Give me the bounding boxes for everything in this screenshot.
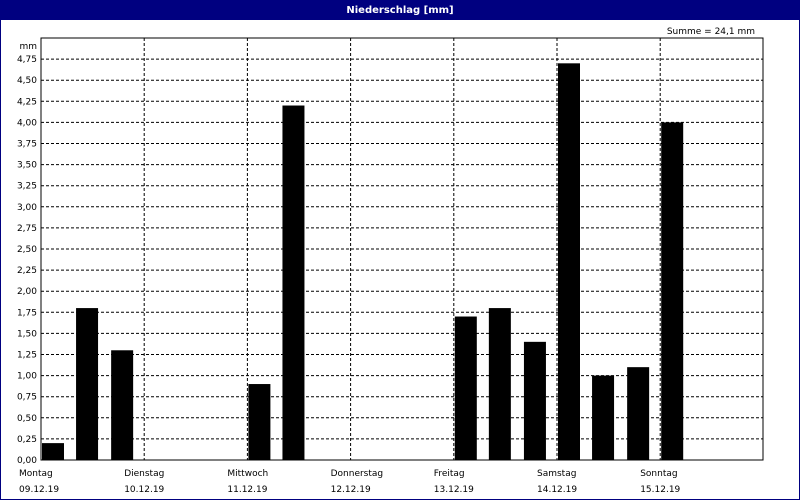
bar (661, 122, 684, 461)
bar (558, 63, 580, 460)
y-tick-label: 1,00 (17, 372, 37, 382)
y-tick-label: 2,75 (17, 224, 37, 234)
x-day-label: Dienstag (124, 469, 164, 479)
y-tick-label: 2,25 (17, 266, 37, 276)
bar (523, 341, 546, 460)
y-tick-label: 0,25 (17, 435, 37, 445)
y-tick-label: 1,75 (17, 308, 37, 318)
y-tick-label: 2,50 (17, 245, 37, 255)
bar (282, 105, 305, 461)
bar (592, 375, 615, 460)
y-axis-label: mm (19, 42, 37, 52)
x-date-label: 15.12.19 (640, 485, 680, 495)
y-tick-label: 4,50 (17, 76, 37, 86)
chart-title: Niederschlag [mm] (1, 1, 799, 20)
y-tick-label: 0,00 (17, 456, 37, 466)
y-tick-label: 3,25 (17, 182, 37, 192)
y-tick-label: 4,25 (17, 97, 37, 107)
x-date-label: 14.12.19 (537, 485, 577, 495)
y-tick-label: 0,75 (17, 393, 37, 403)
bar (76, 308, 99, 460)
bar (454, 316, 477, 460)
y-tick-label: 3,75 (17, 140, 37, 150)
x-day-label: Mittwoch (227, 469, 268, 479)
y-tick-label: 0,50 (17, 414, 37, 424)
x-date-label: 10.12.19 (124, 485, 164, 495)
x-date-label: 11.12.19 (227, 485, 267, 495)
precipitation-sum: Summe = 24,1 mm (666, 27, 755, 37)
x-day-label: Donnerstag (331, 469, 384, 479)
bar (627, 367, 650, 460)
x-date-label: 12.12.19 (331, 485, 371, 495)
y-tick-label: 1,50 (17, 329, 37, 339)
y-tick-label: 2,00 (17, 287, 37, 297)
bar (111, 350, 134, 460)
bar (248, 384, 271, 460)
x-day-label: Montag (19, 469, 53, 479)
bar (42, 443, 64, 460)
x-day-label: Freitag (434, 469, 465, 479)
x-date-label: 13.12.19 (434, 485, 474, 495)
y-tick-label: 3,00 (17, 203, 37, 213)
y-tick-label: 1,25 (17, 351, 37, 361)
bar (488, 308, 511, 460)
y-tick-label: 3,50 (17, 161, 37, 171)
x-day-label: Samstag (537, 469, 576, 479)
x-date-label: 09.12.19 (19, 485, 59, 495)
y-tick-label: 4,75 (17, 55, 37, 65)
y-tick-label: 4,00 (17, 118, 37, 128)
x-day-label: Sonntag (640, 469, 677, 479)
